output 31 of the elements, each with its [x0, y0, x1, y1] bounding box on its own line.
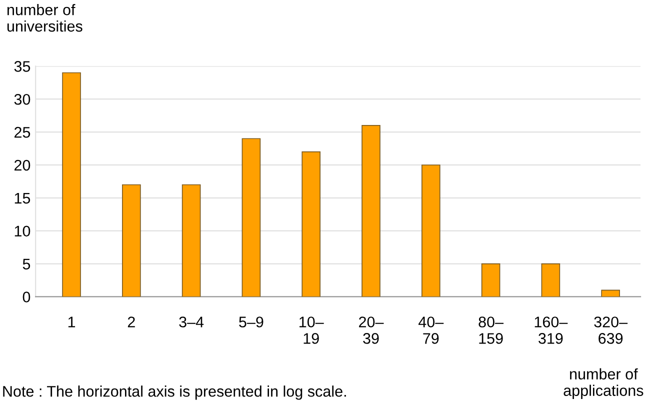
y-tick-label: 10: [14, 226, 30, 237]
y-tick-label: 30: [14, 94, 30, 105]
bar: [62, 72, 81, 297]
bar: [242, 138, 261, 297]
bar: [122, 184, 141, 297]
x-tick-label: 3–4: [179, 316, 204, 328]
x-tick-label: 320– 639: [594, 316, 628, 344]
bar: [421, 164, 440, 297]
x-tick-label: 160– 319: [534, 316, 568, 344]
text: Note : The horizontal axis is presented in log scale.: [3, 386, 346, 400]
y-tick-label: 15: [14, 192, 30, 204]
bar: [302, 151, 321, 297]
y-axis-title: number of universities: [7, 4, 82, 32]
x-tick-label: 40– 79: [418, 316, 444, 344]
bar: [362, 125, 380, 297]
bar: [541, 263, 560, 297]
y-tick-label: 35: [14, 61, 30, 72]
bar: [481, 263, 500, 297]
y-tick-label: 20: [14, 160, 30, 171]
x-tick-label: 5–9: [239, 316, 264, 328]
y-tick-label: 25: [14, 126, 30, 138]
x-tick-label: 2: [128, 316, 135, 328]
x-axis-title: number of applications: [564, 368, 644, 399]
x-tick-label: 10– 19: [300, 316, 324, 344]
bar: [182, 184, 201, 297]
x-tick-label: 20– 39: [359, 316, 384, 344]
x-tick-label: 80– 159: [478, 316, 504, 344]
bar: [601, 290, 620, 297]
x-tick-label: 1: [68, 316, 76, 328]
y-tick-label: 5: [22, 258, 30, 270]
y-tick-label: 0: [22, 292, 30, 302]
